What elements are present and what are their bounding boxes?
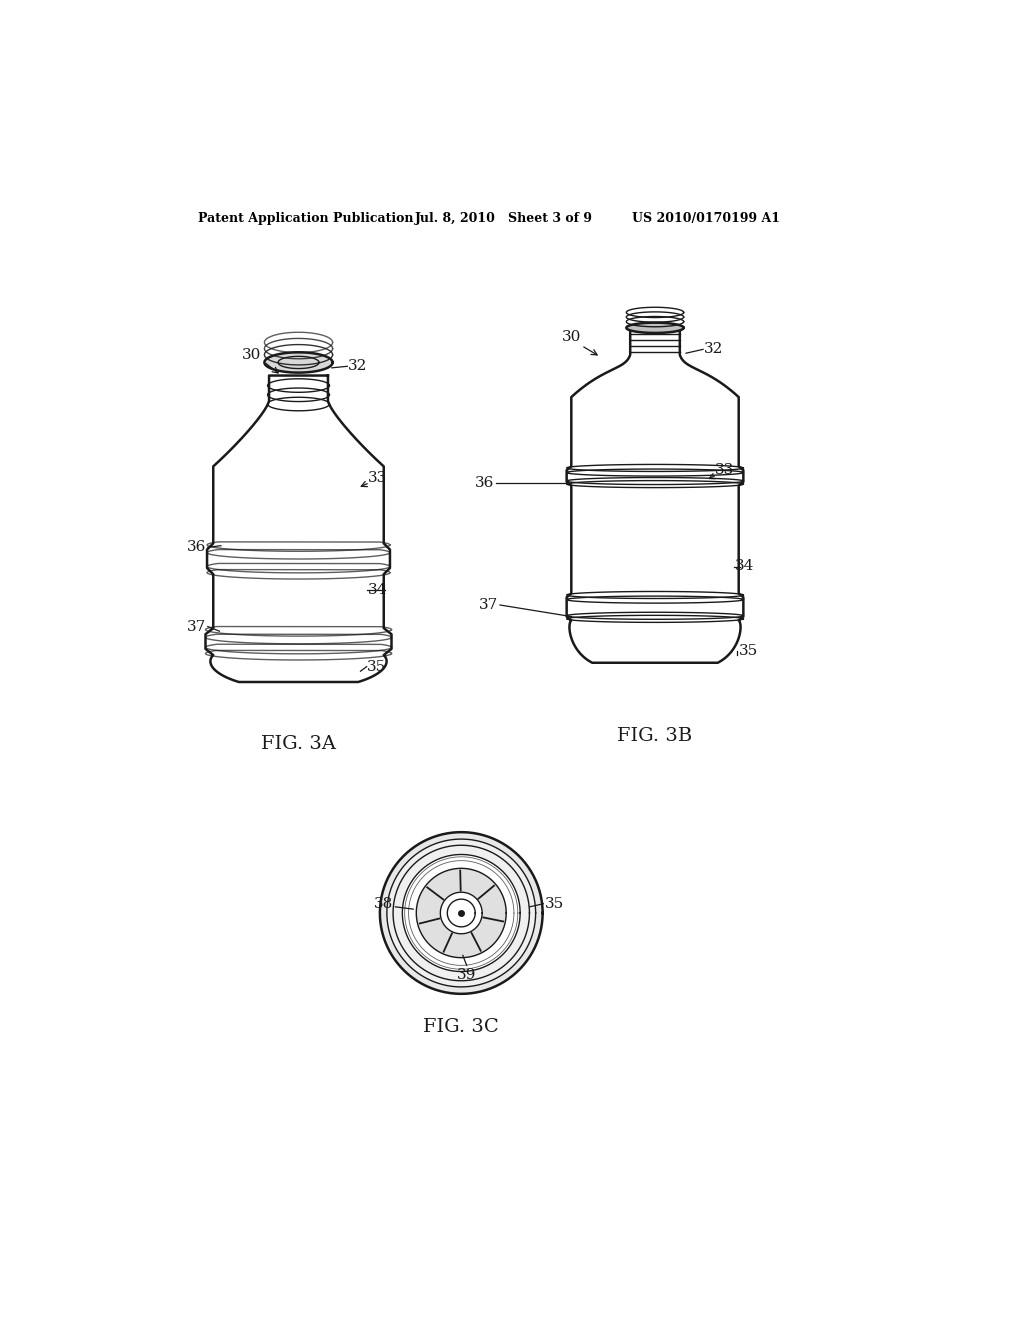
- Text: 32: 32: [348, 359, 367, 374]
- Text: 36: 36: [475, 477, 495, 490]
- Polygon shape: [264, 352, 333, 372]
- Text: 35: 35: [545, 896, 564, 911]
- Polygon shape: [566, 327, 743, 663]
- Text: FIG. 3B: FIG. 3B: [617, 727, 692, 744]
- Text: 35: 35: [738, 644, 758, 659]
- Polygon shape: [440, 892, 482, 933]
- Text: FIG. 3A: FIG. 3A: [261, 735, 336, 752]
- Text: 39: 39: [457, 968, 476, 982]
- Text: 34: 34: [368, 582, 387, 597]
- Polygon shape: [387, 840, 536, 987]
- Text: Jul. 8, 2010   Sheet 3 of 9: Jul. 8, 2010 Sheet 3 of 9: [415, 213, 593, 224]
- Polygon shape: [380, 832, 543, 994]
- Text: Patent Application Publication: Patent Application Publication: [198, 213, 414, 224]
- Text: 36: 36: [186, 540, 206, 554]
- Text: 30: 30: [243, 347, 262, 362]
- Text: 30: 30: [561, 330, 581, 345]
- Text: 34: 34: [734, 560, 754, 573]
- Polygon shape: [627, 322, 684, 333]
- Text: FIG. 3C: FIG. 3C: [423, 1018, 499, 1036]
- Text: 37: 37: [186, 619, 206, 634]
- Text: 38: 38: [374, 896, 393, 911]
- Polygon shape: [402, 854, 520, 972]
- Polygon shape: [417, 869, 506, 957]
- Polygon shape: [393, 845, 529, 981]
- Text: 33: 33: [368, 471, 387, 484]
- Text: 32: 32: [705, 342, 724, 356]
- Text: 35: 35: [367, 660, 386, 673]
- Text: 33: 33: [715, 463, 734, 478]
- Polygon shape: [206, 376, 391, 682]
- Polygon shape: [447, 899, 475, 927]
- Text: US 2010/0170199 A1: US 2010/0170199 A1: [632, 213, 779, 224]
- Text: 37: 37: [479, 598, 498, 612]
